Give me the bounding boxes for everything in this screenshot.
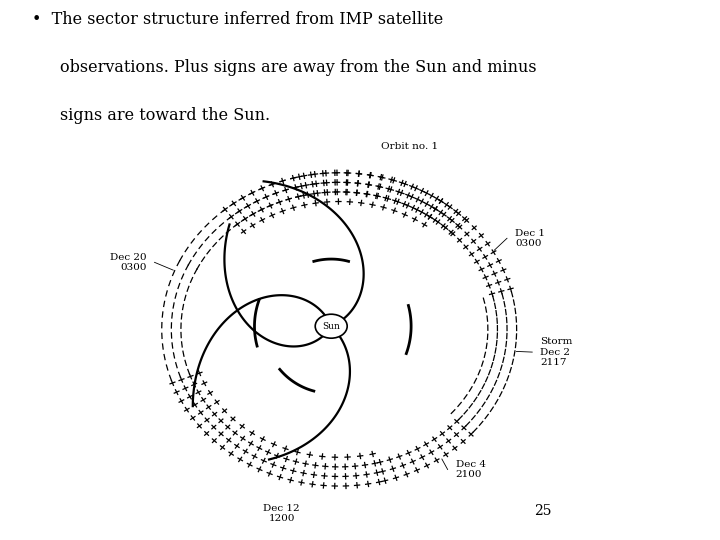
Text: signs are toward the Sun.: signs are toward the Sun. <box>60 107 270 124</box>
Text: Orbit no. 1: Orbit no. 1 <box>381 143 438 151</box>
Text: •  The sector structure inferred from IMP satellite: • The sector structure inferred from IMP… <box>32 11 444 28</box>
Text: Dec 4
2100: Dec 4 2100 <box>456 460 485 479</box>
Text: Sun: Sun <box>323 322 340 330</box>
Text: Dec 1
0300: Dec 1 0300 <box>515 228 545 248</box>
Text: Storm
Dec 2
2117: Storm Dec 2 2117 <box>540 337 572 367</box>
Text: observations. Plus signs are away from the Sun and minus: observations. Plus signs are away from t… <box>60 59 536 76</box>
Text: 25: 25 <box>534 504 552 518</box>
Ellipse shape <box>315 314 347 338</box>
Text: Dec 20
0300: Dec 20 0300 <box>110 253 147 272</box>
Text: Dec 12
1200: Dec 12 1200 <box>264 504 300 523</box>
